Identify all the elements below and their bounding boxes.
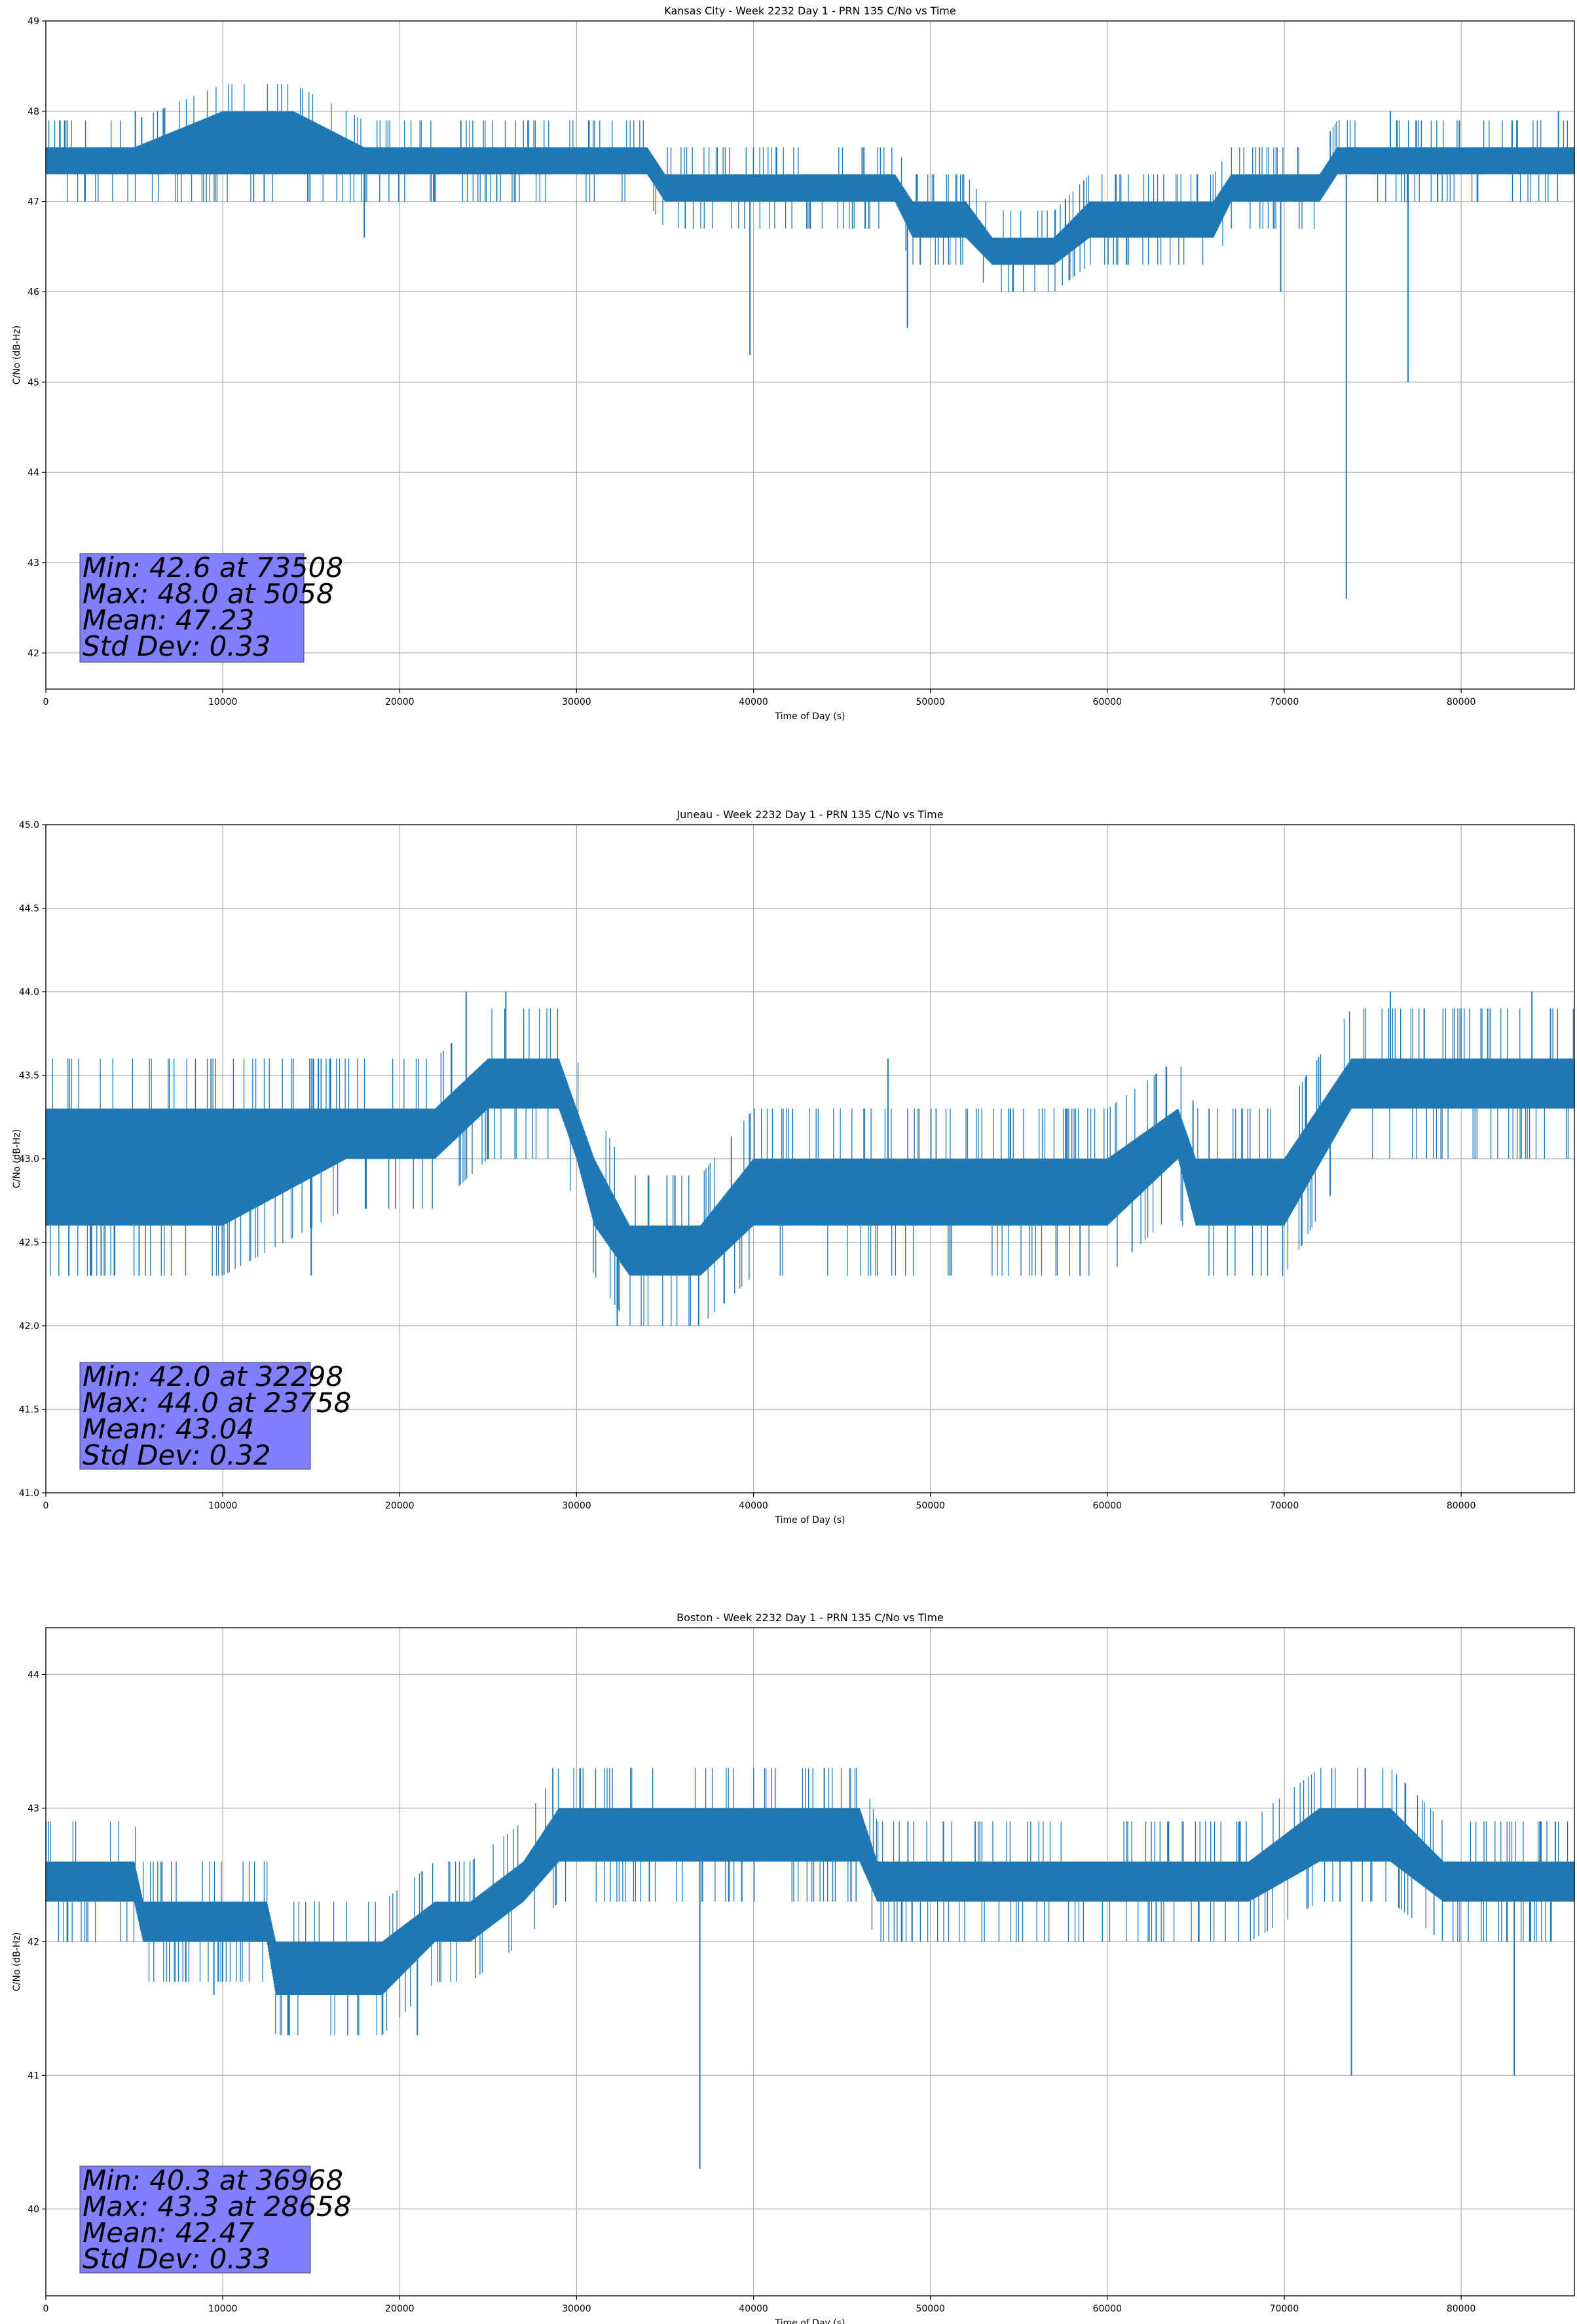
x-tick-label: 20000	[385, 697, 415, 707]
x-tick-label: 20000	[385, 1501, 415, 1511]
series-excursions	[48, 84, 1568, 292]
x-axis-label: Time of Day (s)	[775, 711, 845, 722]
axes-frame	[45, 20, 1575, 690]
stats-line4: Std Dev: 0.33	[83, 2243, 270, 2275]
chart-title: Kansas City - Week 2232 Day 1 - PRN 135 …	[664, 5, 955, 17]
x-tick-label: 0	[43, 1501, 49, 1511]
x-tick-label: 0	[43, 697, 49, 707]
stats-box	[79, 2165, 311, 2274]
y-axis-label: C/No (dB-Hz)	[12, 1129, 22, 1188]
chart-title: Juneau - Week 2232 Day 1 - PRN 135 C/No …	[676, 808, 943, 821]
x-tick-label: 60000	[1093, 1501, 1122, 1511]
y-tick-label: 41	[28, 2071, 39, 2081]
x-tick-label: 40000	[739, 2304, 768, 2314]
x-tick-label: 70000	[1270, 697, 1299, 707]
axes-frame	[45, 1627, 1575, 2296]
chart-title: Boston - Week 2232 Day 1 - PRN 135 C/No …	[677, 1611, 944, 1624]
y-tick-label: 49	[28, 16, 39, 27]
stats-box	[79, 553, 305, 663]
stats-line3: Mean: 43.04	[83, 1413, 254, 1445]
y-tick-label: 46	[28, 288, 39, 298]
y-tick-label: 45.0	[19, 820, 39, 831]
x-tick-label: 60000	[1093, 697, 1122, 707]
x-tick-label: 30000	[562, 697, 591, 707]
y-tick-label: 44.0	[19, 987, 39, 998]
x-tick-label: 30000	[562, 2304, 591, 2314]
stats-line1: Min: 42.6 at 73508	[83, 552, 343, 584]
x-tick-label: 70000	[1270, 1501, 1299, 1511]
x-tick-label: 50000	[916, 697, 945, 707]
stats-line2: Max: 44.0 at 23758	[83, 1387, 351, 1419]
x-tick-label: 10000	[208, 2304, 238, 2314]
y-tick-label: 42.0	[19, 1321, 39, 1332]
x-tick-label: 80000	[1447, 2304, 1476, 2314]
y-tick-label: 43	[28, 558, 39, 569]
x-tick-label: 50000	[916, 1501, 945, 1511]
y-tick-label: 48	[28, 107, 39, 117]
y-axis-label: C/No (dB-Hz)	[12, 326, 22, 384]
y-tick-label: 44.5	[19, 904, 39, 914]
y-tick-label: 42.5	[19, 1238, 39, 1248]
y-tick-label: 43.0	[19, 1154, 39, 1165]
chart-panel-1: 0 10000 20000 30000 40000 50000 60000 70000 8000…	[12, 5, 1575, 722]
y-tick-label: 41.5	[19, 1405, 39, 1415]
stats-line1: Min: 40.3 at 36968	[83, 2164, 343, 2196]
y-tick-label: 41.0	[19, 1488, 39, 1499]
x-tick-label: 0	[43, 2304, 49, 2314]
x-tick-label: 40000	[739, 697, 768, 707]
y-tick-label: 44	[28, 1670, 39, 1680]
x-tick-label: 80000	[1447, 1501, 1476, 1511]
x-tick-label: 70000	[1270, 2304, 1299, 2314]
x-tick-label: 30000	[562, 1501, 591, 1511]
stats-line3: Mean: 42.47	[83, 2217, 254, 2249]
x-axis-label: Time of Day (s)	[775, 2318, 845, 2324]
y-tick-label: 45	[28, 377, 39, 388]
series-excursions	[50, 1008, 1574, 1326]
x-tick-label: 40000	[739, 1501, 768, 1511]
x-axis-label: Time of Day (s)	[775, 1515, 845, 1526]
stats-line3: Mean: 47.23	[83, 604, 254, 636]
x-tick-label: 60000	[1093, 2304, 1122, 2314]
y-tick-label: 44	[28, 468, 39, 478]
stats-line2: Max: 43.3 at 28658	[83, 2190, 351, 2222]
x-tick-label: 10000	[208, 1501, 238, 1511]
y-tick-label: 43	[28, 1803, 39, 1814]
stats-line1: Min: 42.0 at 32298	[83, 1360, 343, 1393]
chart-panel-2: 0 10000 20000 30000 40000 50000 60000 70000 8000…	[12, 808, 1575, 1526]
y-tick-label: 40	[28, 2204, 39, 2215]
y-axis-label: C/No (dB-Hz)	[12, 1932, 22, 1991]
x-tick-label: 50000	[916, 2304, 945, 2314]
x-tick-label: 80000	[1447, 697, 1476, 707]
stats-line4: Std Dev: 0.33	[83, 630, 270, 662]
chart-panel-3: 0 10000 20000 30000 40000 50000 60000 70000 8000…	[12, 1611, 1575, 2324]
y-tick-label: 42	[28, 1937, 39, 1947]
stats-line2: Max: 48.0 at 5058	[83, 578, 334, 610]
stats-box	[79, 1362, 311, 1470]
y-tick-label: 43.5	[19, 1071, 39, 1081]
x-tick-label: 20000	[385, 2304, 415, 2314]
series-excursions	[45, 1768, 1568, 2036]
x-tick-label: 10000	[208, 697, 238, 707]
y-tick-label: 47	[28, 197, 39, 208]
y-tick-label: 42	[28, 648, 39, 659]
stats-line4: Std Dev: 0.32	[83, 1439, 270, 1471]
